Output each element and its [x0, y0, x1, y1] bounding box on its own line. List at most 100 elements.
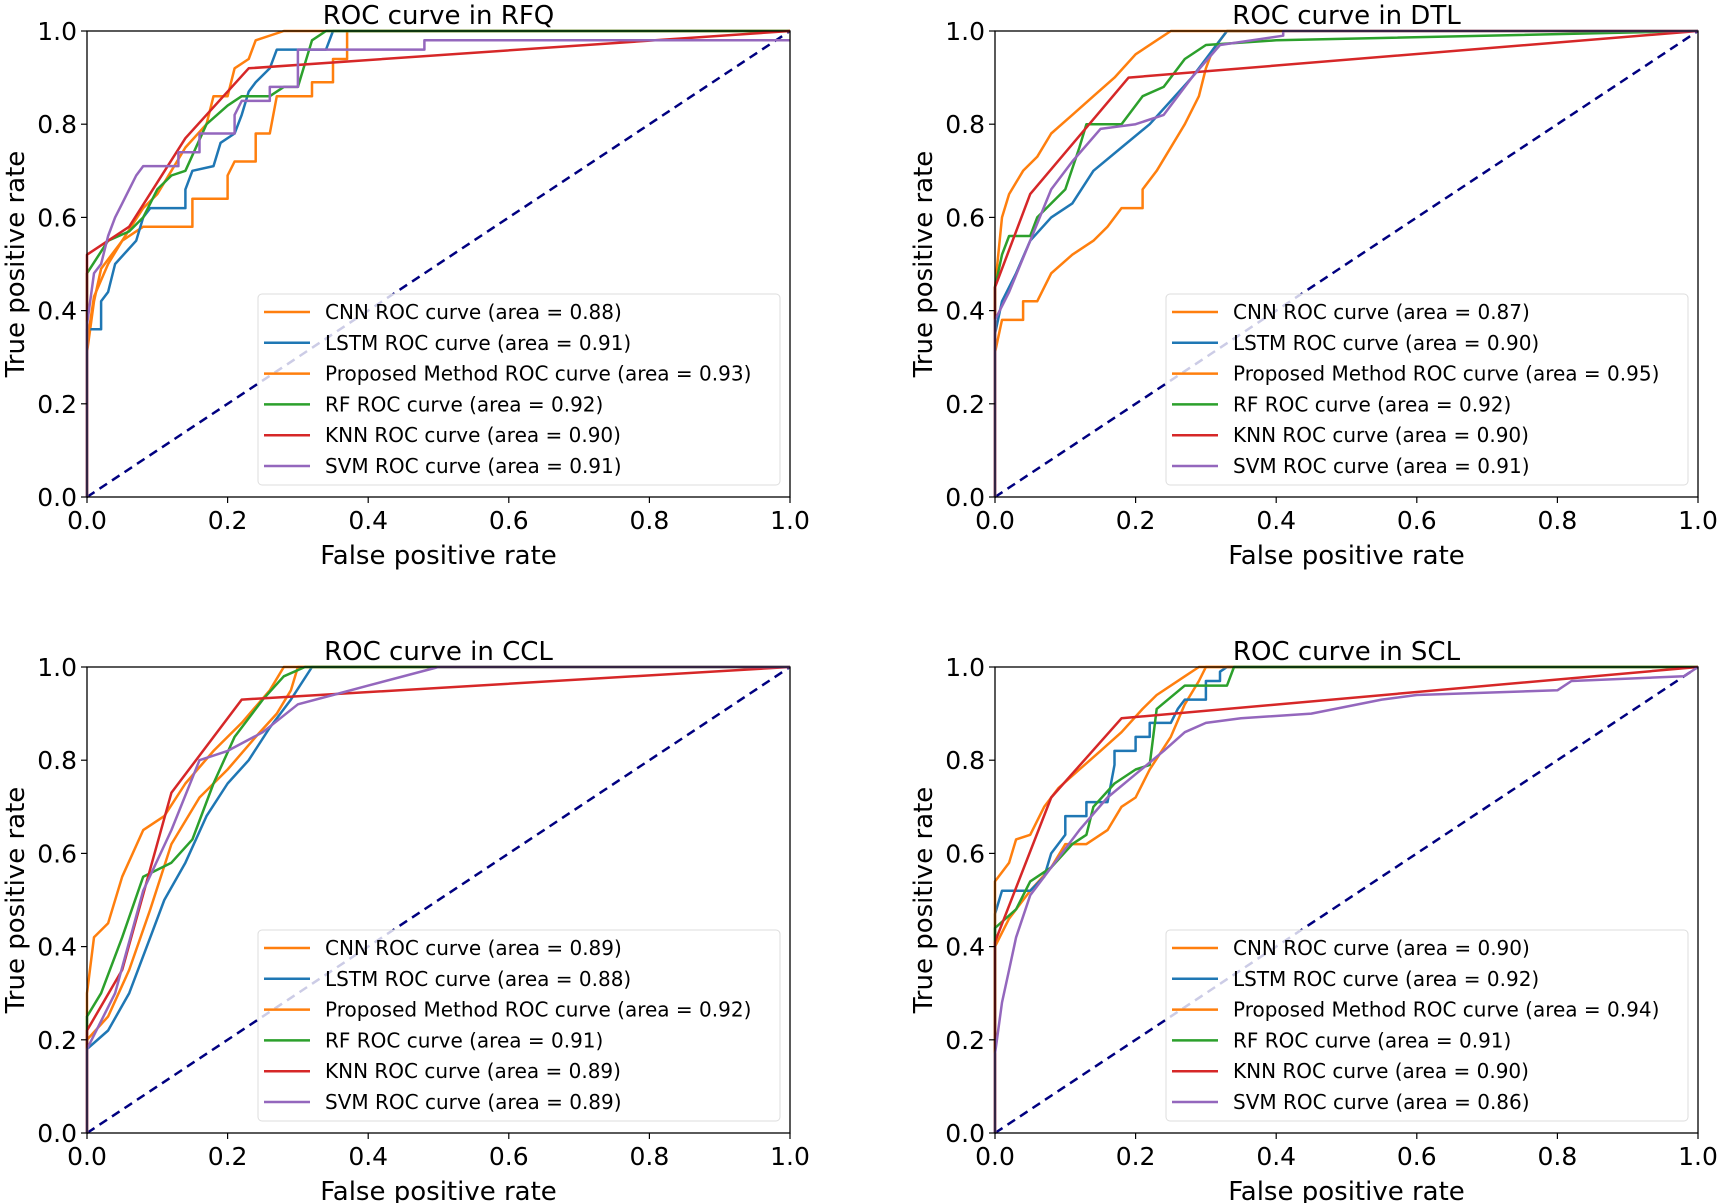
x-tick-label: 0.4	[1256, 506, 1296, 535]
y-tick-label: 0.2	[945, 390, 985, 419]
y-tick-label: 0.0	[37, 483, 77, 512]
legend-label: SVM ROC curve (area = 0.89)	[325, 1090, 622, 1114]
y-tick-label: 0.4	[945, 933, 985, 962]
chance-diagonal-line	[994, 665, 1699, 1135]
roc-series-line	[993, 665, 1699, 1133]
legend-label: LSTM ROC curve (area = 0.91)	[325, 331, 631, 355]
x-tick-label: 0.2	[1116, 506, 1156, 535]
legend-label: RF ROC curve (area = 0.91)	[325, 1028, 603, 1052]
legend-label: RF ROC curve (area = 0.91)	[1233, 1028, 1511, 1052]
legend-box	[257, 293, 781, 486]
y-tick-label: 0.6	[37, 203, 77, 232]
y-tick-label: 0.2	[37, 1026, 77, 1055]
roc-series-line	[993, 29, 1699, 497]
y-tick-label: 1.0	[945, 17, 985, 46]
plot-frame	[86, 666, 791, 1134]
roc-series-line	[993, 665, 1698, 1133]
roc-series-line	[993, 29, 1698, 497]
legend-label: KNN ROC curve (area = 0.90)	[325, 423, 621, 447]
y-tick-label: 0.4	[37, 297, 77, 326]
roc-series-line	[993, 665, 1698, 1133]
x-tick-label: 0.0	[975, 1142, 1015, 1171]
roc-series-line	[85, 665, 790, 1133]
roc-series-line	[993, 29, 1698, 497]
chart-title: ROC curve in SCL	[1233, 637, 1461, 667]
legend-label: KNN ROC curve (area = 0.90)	[1233, 423, 1529, 447]
plot-frame	[994, 30, 1699, 498]
legend-label: CNN ROC curve (area = 0.89)	[325, 936, 622, 960]
x-tick-label: 0.8	[630, 506, 670, 535]
roc-series-line	[85, 29, 790, 497]
y-tick-label: 0.0	[945, 1119, 985, 1148]
x-tick-label: 0.2	[208, 506, 248, 535]
roc-series-line	[85, 29, 790, 497]
x-tick-label: 0.8	[630, 1142, 670, 1171]
y-axis-label: True positive rate	[1, 787, 31, 1015]
x-tick-label: 0.2	[208, 1142, 248, 1171]
x-tick-label: 0.4	[348, 1142, 388, 1171]
chart-title: ROC curve in DTL	[1232, 1, 1461, 31]
chart-title: ROC curve in RFQ	[323, 1, 555, 31]
y-tick-label: 1.0	[37, 17, 77, 46]
y-axis-label: True positive rate	[1, 151, 31, 379]
x-axis-label: False positive rate	[1228, 541, 1465, 571]
x-tick-label: 1.0	[1678, 506, 1718, 535]
y-tick-label: 0.8	[37, 746, 77, 775]
legend-label: Proposed Method ROC curve (area = 0.94)	[1233, 998, 1659, 1022]
legend-label: CNN ROC curve (area = 0.87)	[1233, 300, 1530, 324]
legend-label: KNN ROC curve (area = 0.89)	[325, 1059, 621, 1083]
legend-label: Proposed Method ROC curve (area = 0.95)	[1233, 362, 1659, 386]
x-tick-label: 1.0	[770, 1142, 810, 1171]
y-tick-label: 0.6	[945, 203, 985, 232]
y-tick-label: 0.0	[945, 483, 985, 512]
y-tick-label: 0.8	[37, 110, 77, 139]
y-tick-label: 1.0	[945, 653, 985, 682]
legend-label: RF ROC curve (area = 0.92)	[1233, 392, 1511, 416]
legend-box	[1165, 293, 1689, 486]
x-axis-label: False positive rate	[320, 1177, 557, 1203]
x-tick-label: 0.6	[489, 506, 529, 535]
x-tick-label: 0.0	[67, 1142, 107, 1171]
roc-panel: ROC curve in CCL 0.0 0.2 0.4 0.6 0.8 1.0 0.0 0.2…	[1, 637, 810, 1203]
legend-label: SVM ROC curve (area = 0.91)	[325, 454, 622, 478]
chart-title: ROC curve in CCL	[324, 637, 553, 667]
y-tick-label: 1.0	[37, 653, 77, 682]
legend-label: KNN ROC curve (area = 0.90)	[1233, 1059, 1529, 1083]
legend-box	[1165, 929, 1689, 1122]
x-tick-label: 0.6	[1397, 506, 1437, 535]
legend-label: CNN ROC curve (area = 0.90)	[1233, 936, 1530, 960]
plot-frame	[994, 666, 1699, 1134]
y-tick-label: 0.8	[945, 746, 985, 775]
roc-series-line	[85, 665, 790, 1133]
legend-label: Proposed Method ROC curve (area = 0.92)	[325, 998, 751, 1022]
x-tick-label: 1.0	[770, 506, 810, 535]
roc-series-line	[85, 665, 790, 1133]
roc-panel: ROC curve in DTL 0.0 0.2 0.4 0.6 0.8 1.0 0.0 0.2…	[909, 1, 1718, 571]
y-axis-label: True positive rate	[909, 787, 939, 1015]
x-tick-label: 0.0	[975, 506, 1015, 535]
legend-label: RF ROC curve (area = 0.92)	[325, 392, 603, 416]
y-axis-label: True positive rate	[909, 151, 939, 379]
y-tick-label: 0.2	[37, 390, 77, 419]
x-axis-label: False positive rate	[320, 541, 557, 571]
roc-series-line	[85, 29, 790, 497]
roc-series-line	[85, 29, 790, 497]
x-tick-label: 0.8	[1538, 1142, 1578, 1171]
legend-label: CNN ROC curve (area = 0.88)	[325, 300, 622, 324]
roc-series-line	[85, 665, 790, 1133]
roc-series-line	[993, 29, 1698, 497]
roc-series-line	[993, 665, 1698, 1133]
x-tick-label: 0.8	[1538, 506, 1578, 535]
x-tick-label: 0.2	[1116, 1142, 1156, 1171]
legend-label: Proposed Method ROC curve (area = 0.93)	[325, 362, 751, 386]
legend-label: SVM ROC curve (area = 0.91)	[1233, 454, 1530, 478]
y-tick-label: 0.6	[37, 839, 77, 868]
chance-diagonal-line	[86, 665, 791, 1135]
plot-frame	[86, 30, 791, 498]
roc-series-line	[993, 29, 1698, 497]
chance-diagonal-line	[86, 29, 791, 499]
y-tick-label: 0.6	[945, 839, 985, 868]
y-tick-label: 0.0	[37, 1119, 77, 1148]
